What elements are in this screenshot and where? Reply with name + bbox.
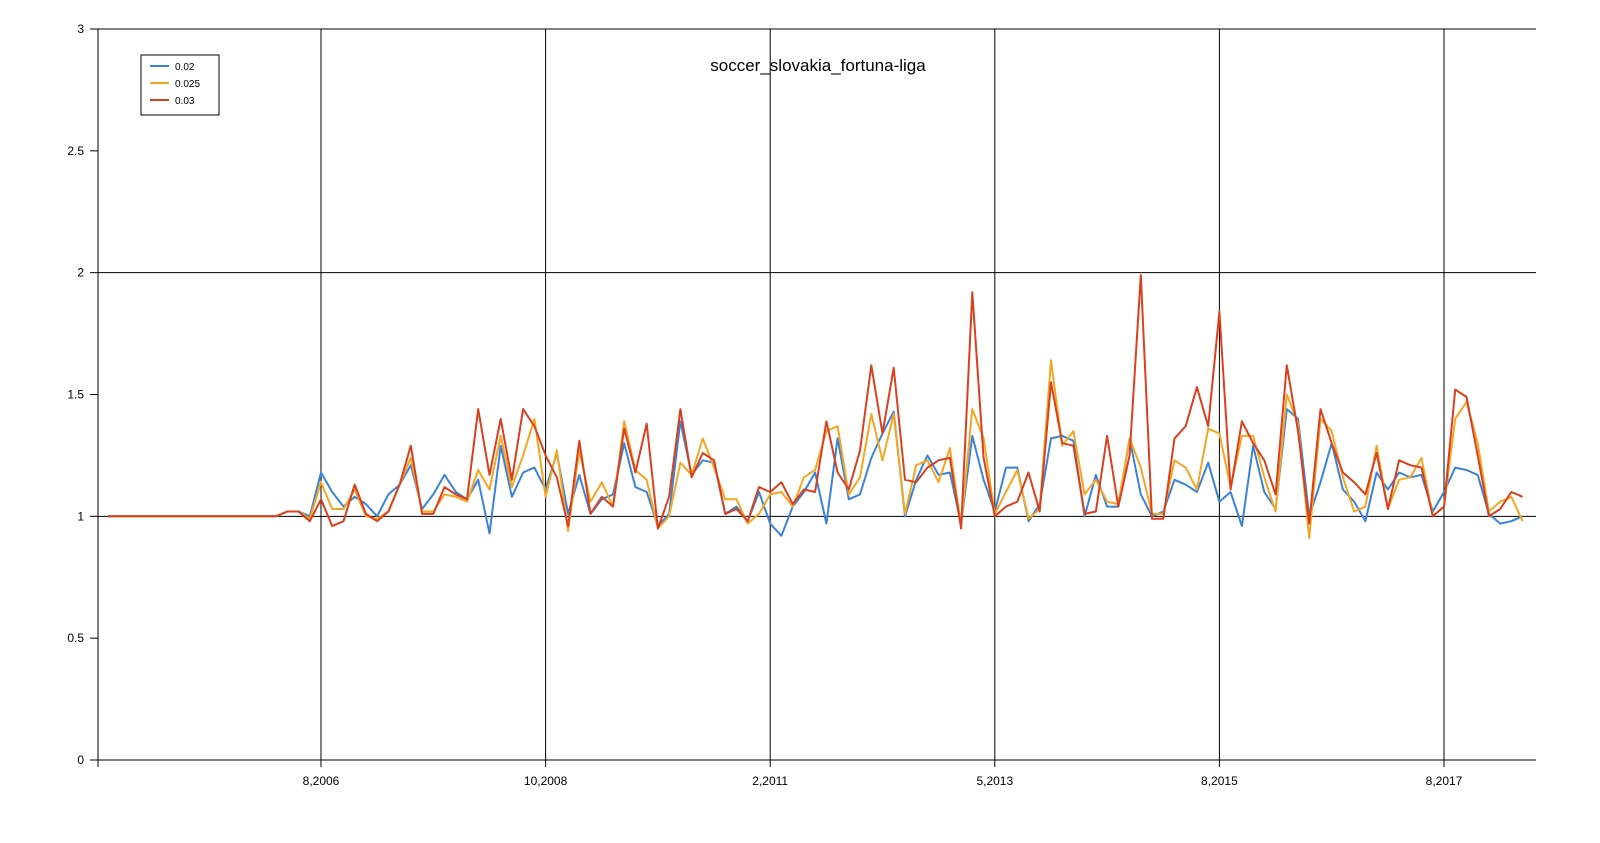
y-tick-label: 3 [77, 22, 84, 36]
chart-title: soccer_slovakia_fortuna-liga [710, 56, 926, 75]
axis-layer: 0 0.5 1 1.5 2 2.5 3 8,2006 10,2008 2,2011 5,2013 8,… [67, 22, 1536, 788]
x-tick-label: 8,2017 [1426, 774, 1463, 788]
x-tick-label: 10,2008 [524, 774, 568, 788]
x-tick-label: 5,2013 [976, 774, 1013, 788]
series-line-0-03 [108, 274, 1523, 530]
x-tick-label: 2,2011 [752, 774, 788, 788]
grid-layer [98, 28, 1536, 760]
legend-label-0-025: 0.025 [175, 79, 200, 90]
y-tick-label: 1.5 [67, 388, 84, 402]
legend: 0.02 0.025 0.03 [140, 54, 220, 116]
y-tick-label: 1 [77, 509, 84, 523]
series-layer [108, 274, 1524, 540]
y-tick-label: 2 [77, 266, 84, 280]
y-tick-label: 0.5 [67, 631, 84, 645]
x-tick-label: 8,2006 [303, 774, 340, 788]
legend-label-0-03: 0.03 [175, 96, 195, 107]
legend-label-0-02: 0.02 [175, 62, 195, 73]
x-tick-label: 8,2015 [1201, 774, 1238, 788]
series-line-0-025 [108, 359, 1524, 540]
y-tick-label: 0 [77, 753, 84, 767]
y-tick-label: 2.5 [67, 144, 84, 158]
